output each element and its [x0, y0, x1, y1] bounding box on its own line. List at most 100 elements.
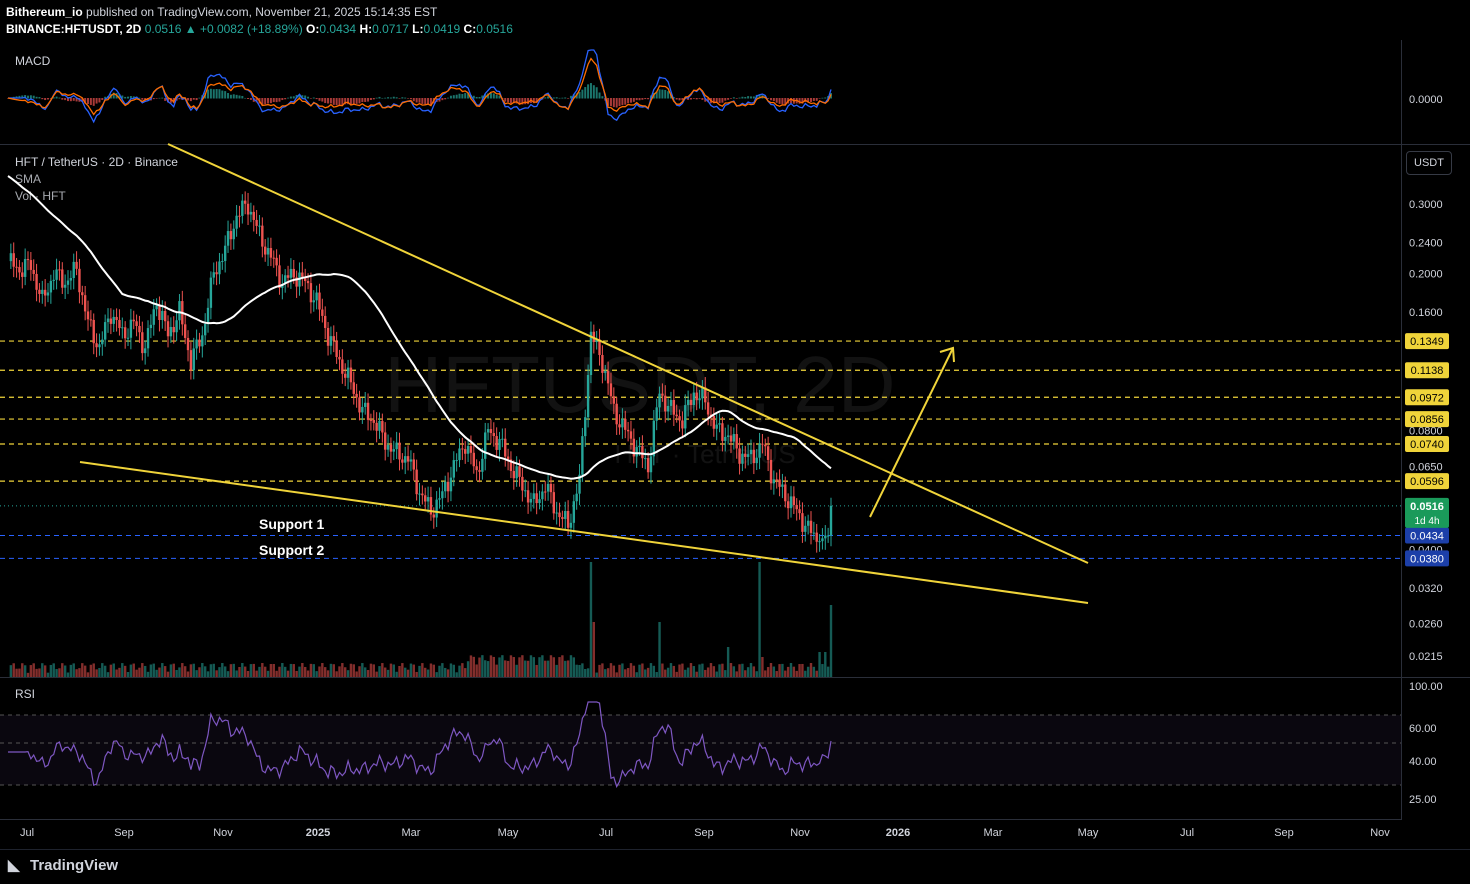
macd-histogram-bar [412, 98, 415, 102]
candle-body [498, 439, 501, 450]
time-tick: 2025 [306, 827, 330, 839]
volume-bar [332, 664, 335, 677]
high-value: 0.0717 [372, 22, 409, 36]
macd-histogram-bar [247, 98, 250, 100]
volume-label[interactable]: Vol · HFT [15, 189, 66, 203]
candle-body [821, 538, 824, 542]
tradingview-logo-icon: ◣ [8, 857, 20, 874]
sma-line[interactable] [7, 175, 832, 480]
main-title[interactable]: HFT / TetherUS · 2D · Binance [15, 155, 178, 169]
volume-bar [686, 667, 690, 677]
candle-body [69, 278, 73, 281]
candle-body [323, 315, 327, 328]
volume-bar [152, 663, 155, 677]
candle-body [421, 493, 424, 496]
upper-trendline[interactable] [167, 143, 1089, 564]
volume-bar [455, 672, 458, 677]
macd-histogram-bar [221, 90, 224, 99]
candle-body [301, 272, 304, 277]
currency-button[interactable]: USDT [1406, 151, 1452, 175]
candle-body [132, 319, 135, 322]
publisher-line: Bithereum_io published on TradingView.co… [6, 4, 437, 20]
chart-canvas[interactable]: HFTUSDT, 2D HFT · TetherUS MACD 0.0000 H… [0, 0, 1470, 849]
macd-histogram-bar [615, 98, 618, 108]
macd-histogram-bar [584, 87, 587, 99]
candle-body [175, 320, 178, 333]
macd-histogram-bar [778, 98, 781, 104]
close-value: 0.0516 [476, 22, 513, 36]
macd-histogram-bar [464, 93, 467, 99]
volume-bar [612, 665, 616, 677]
publisher-name[interactable]: Bithereum_io [6, 5, 83, 19]
volume-bar [401, 663, 404, 677]
rsi-line[interactable] [8, 701, 832, 789]
candle-body [366, 402, 370, 420]
macd-histogram-bar [547, 96, 550, 99]
volume-bar [772, 666, 776, 677]
candle-body [781, 484, 784, 487]
lower-trendline[interactable] [79, 461, 1089, 604]
volume-bar [386, 669, 390, 677]
volume-bar [218, 667, 221, 677]
macd-histogram-bar [747, 96, 750, 99]
candle-body [395, 442, 398, 450]
candle-body [478, 470, 481, 472]
volume-bar [295, 670, 298, 677]
macd-histogram-bar [332, 98, 335, 105]
candle-body [355, 393, 358, 398]
candle-body [243, 200, 247, 204]
candle-body [678, 416, 681, 421]
volume-bar [692, 666, 696, 677]
candle-body [186, 337, 190, 351]
candle-body [749, 449, 753, 455]
time-axis[interactable]: Jul Sep Nov 2025 Mar May Jul Sep Nov 2026 Mar May Ju… [20, 827, 1390, 839]
volume-bar [609, 663, 613, 677]
macd-histogram-bar [378, 96, 381, 99]
time-tick: Jul [1180, 827, 1194, 839]
candle-body [52, 279, 55, 281]
candle-body [338, 356, 341, 360]
candle-body [492, 433, 495, 437]
candle-body [312, 300, 315, 303]
candle-body [429, 497, 433, 515]
macd-histogram-bar [527, 98, 530, 105]
volume-bar [309, 663, 313, 677]
breakout-arrow[interactable] [869, 347, 954, 518]
candle-body [489, 429, 493, 434]
candle-body [532, 493, 536, 499]
support-2-label[interactable]: Support 2 [259, 542, 325, 558]
volume-bar [492, 656, 495, 677]
candle-body [578, 474, 581, 494]
rsi-tick: 100.00 [1409, 681, 1443, 693]
sma-label[interactable]: SMA [15, 172, 41, 186]
macd-label[interactable]: MACD [15, 54, 51, 68]
rsi-label[interactable]: RSI [15, 687, 35, 701]
volume-bar [415, 671, 418, 677]
volume-bar [601, 663, 604, 677]
volume-bar [235, 670, 238, 677]
volume-bar [315, 671, 318, 677]
volume-bar [163, 666, 167, 677]
breakout-arrow-head [939, 346, 955, 363]
candle-body [815, 532, 818, 542]
candle-body [49, 280, 53, 293]
candle-body [198, 339, 201, 347]
candle-body [615, 403, 618, 425]
volume-bar [358, 666, 361, 677]
macd-histogram-bar [355, 98, 358, 104]
volume-bar [558, 657, 561, 677]
published-text: published on TradingView.com, November 2… [82, 5, 438, 19]
candle-body [172, 326, 175, 333]
volume-bar [155, 669, 158, 677]
volume-bar [669, 663, 673, 677]
candle-body [269, 248, 273, 258]
volume-bar [281, 663, 284, 677]
tradingview-logo[interactable]: ◣ TradingView [8, 856, 118, 874]
price-axis[interactable]: 0.3000 0.2400 0.2000 0.1600 0.0800 0.0650 0.04… [1409, 199, 1443, 663]
volume-bar [95, 669, 98, 677]
symbol-watermark: HFTUSDT, 2D [384, 340, 895, 429]
support-1-label[interactable]: Support 1 [259, 516, 325, 532]
candle-body [43, 289, 47, 296]
volume-bar [381, 663, 384, 677]
volume-bar [532, 657, 536, 677]
